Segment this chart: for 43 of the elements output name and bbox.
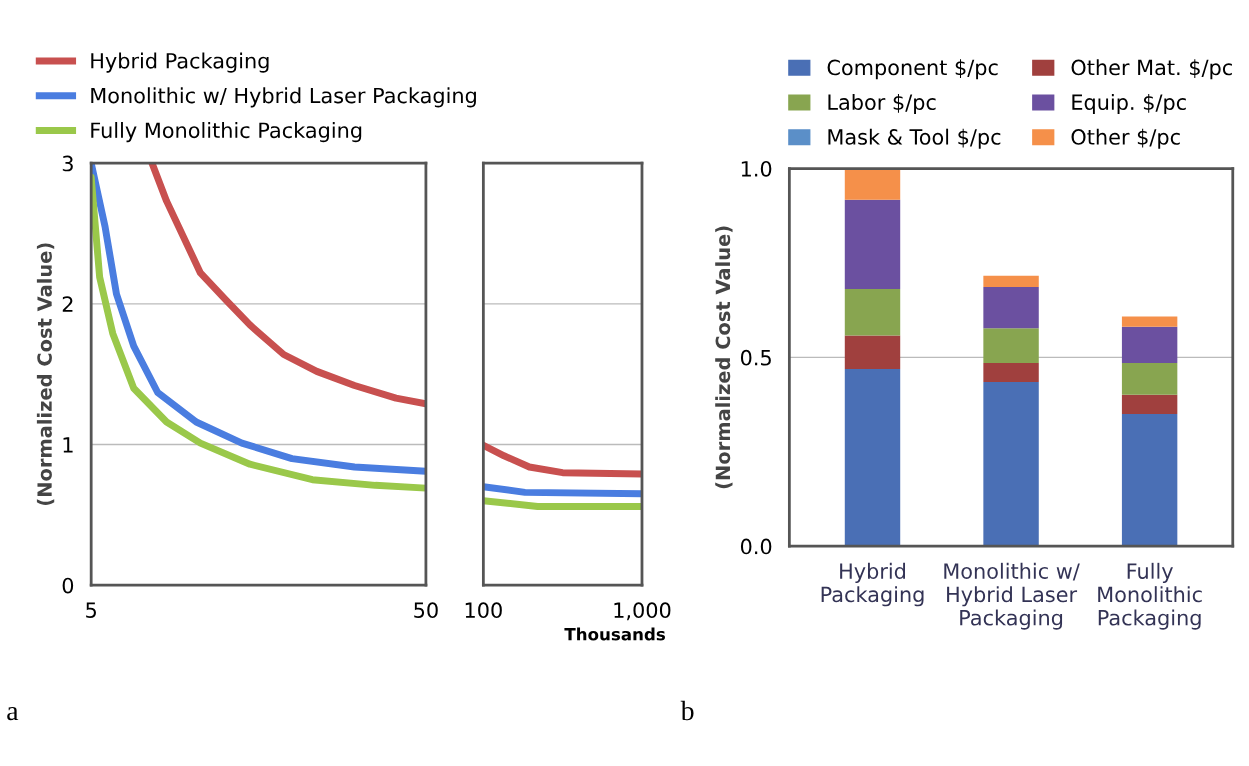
y-tick-label: 1 <box>63 437 73 453</box>
x-tick-label: Fully Monolithic Packaging <box>1098 562 1202 630</box>
y-tick-label: 3 <box>62 155 73 172</box>
bar <box>844 288 901 336</box>
y-axis-title: (Normalized Cost Value) <box>36 243 55 505</box>
legend-label: Labor $/pc <box>828 93 936 115</box>
legend-label: Monolithic w/ Hybrid Laser Packaging <box>91 87 476 108</box>
x-tick-label: Hybrid Packaging <box>821 562 924 607</box>
legend-label: Equip. $/pc <box>1072 93 1186 115</box>
text: b <box>680 700 694 721</box>
bar <box>1121 413 1178 547</box>
bar <box>844 335 901 370</box>
bar <box>1121 394 1178 414</box>
bar <box>844 168 901 200</box>
x-tick-label: 100 <box>465 602 502 619</box>
bar <box>1121 316 1178 327</box>
y-tick-label: 0.5 <box>740 349 771 366</box>
bar <box>1121 363 1178 395</box>
legend-label: Other $/pc <box>1071 128 1180 149</box>
legend-label: Hybrid Packaging <box>91 52 269 73</box>
y-tick-label: 0.0 <box>740 538 772 555</box>
x-tick-label: 50 <box>414 602 438 619</box>
bar <box>983 328 1039 363</box>
legend-label: Component $/pc <box>827 59 998 80</box>
bar <box>983 275 1039 288</box>
bar <box>1121 326 1178 363</box>
x-axis-title: Thousands <box>564 627 665 641</box>
legend-label: Other Mat. $/pc <box>1071 59 1232 80</box>
legend-label: Mask & Tool $/pc <box>828 128 1001 149</box>
y-tick-label: 1.0 <box>741 160 772 177</box>
y-tick-label: 2 <box>62 296 73 312</box>
bar <box>983 363 1039 382</box>
y-axis-title: (Normalized Cost Value) <box>715 226 733 489</box>
bar <box>844 369 901 547</box>
bar <box>983 287 1039 329</box>
x-tick-label: Monolithic w/ Hybrid Laser Packaging <box>944 562 1080 630</box>
text: a <box>7 707 19 721</box>
bar <box>844 199 901 289</box>
legend-label: Fully Monolithic Packaging <box>91 122 362 143</box>
x-tick-label: 5 <box>86 602 96 619</box>
bar <box>983 381 1039 547</box>
y-tick-label: 0 <box>62 577 74 594</box>
x-tick-label: 1,000 <box>614 602 671 621</box>
